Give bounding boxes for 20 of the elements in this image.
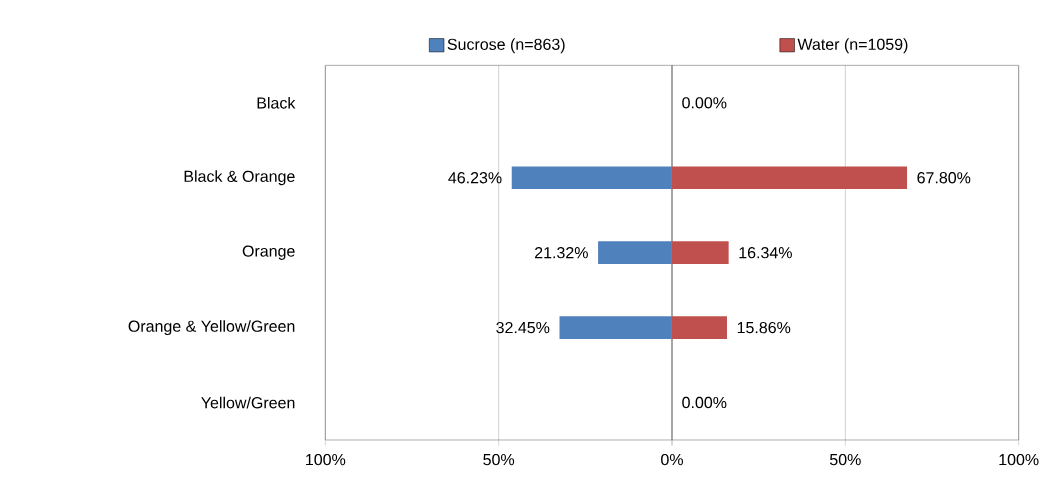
x-tick-label: 100% xyxy=(306,453,346,466)
data-label: 32.45% xyxy=(496,321,550,334)
data-label: 46.23% xyxy=(448,172,502,184)
x-tick-label: 100% xyxy=(999,453,1039,466)
x-tick-label: 0% xyxy=(661,453,683,466)
data-label: 67.80% xyxy=(917,172,971,184)
x-tick-label: 50% xyxy=(829,453,861,466)
data-label: 0.00% xyxy=(682,97,727,109)
y-tick-label: Orange & Yellow/Green xyxy=(128,320,295,336)
y-tick-label: Black & Orange xyxy=(184,170,295,186)
y-tick-label: Orange xyxy=(242,245,295,260)
y-tick-label: Yellow/Green xyxy=(201,396,295,409)
legend-label: Sucrose (n=863) xyxy=(447,38,565,54)
data-label: 21.32% xyxy=(535,247,588,259)
data-label: 15.86% xyxy=(737,321,791,334)
legend-label: Water (n=1059) xyxy=(797,38,908,54)
data-label: 0.00% xyxy=(682,396,727,409)
y-tick-label: Black xyxy=(257,96,296,109)
data-label: 16.34% xyxy=(739,247,792,259)
x-tick-label: 50% xyxy=(483,453,515,466)
